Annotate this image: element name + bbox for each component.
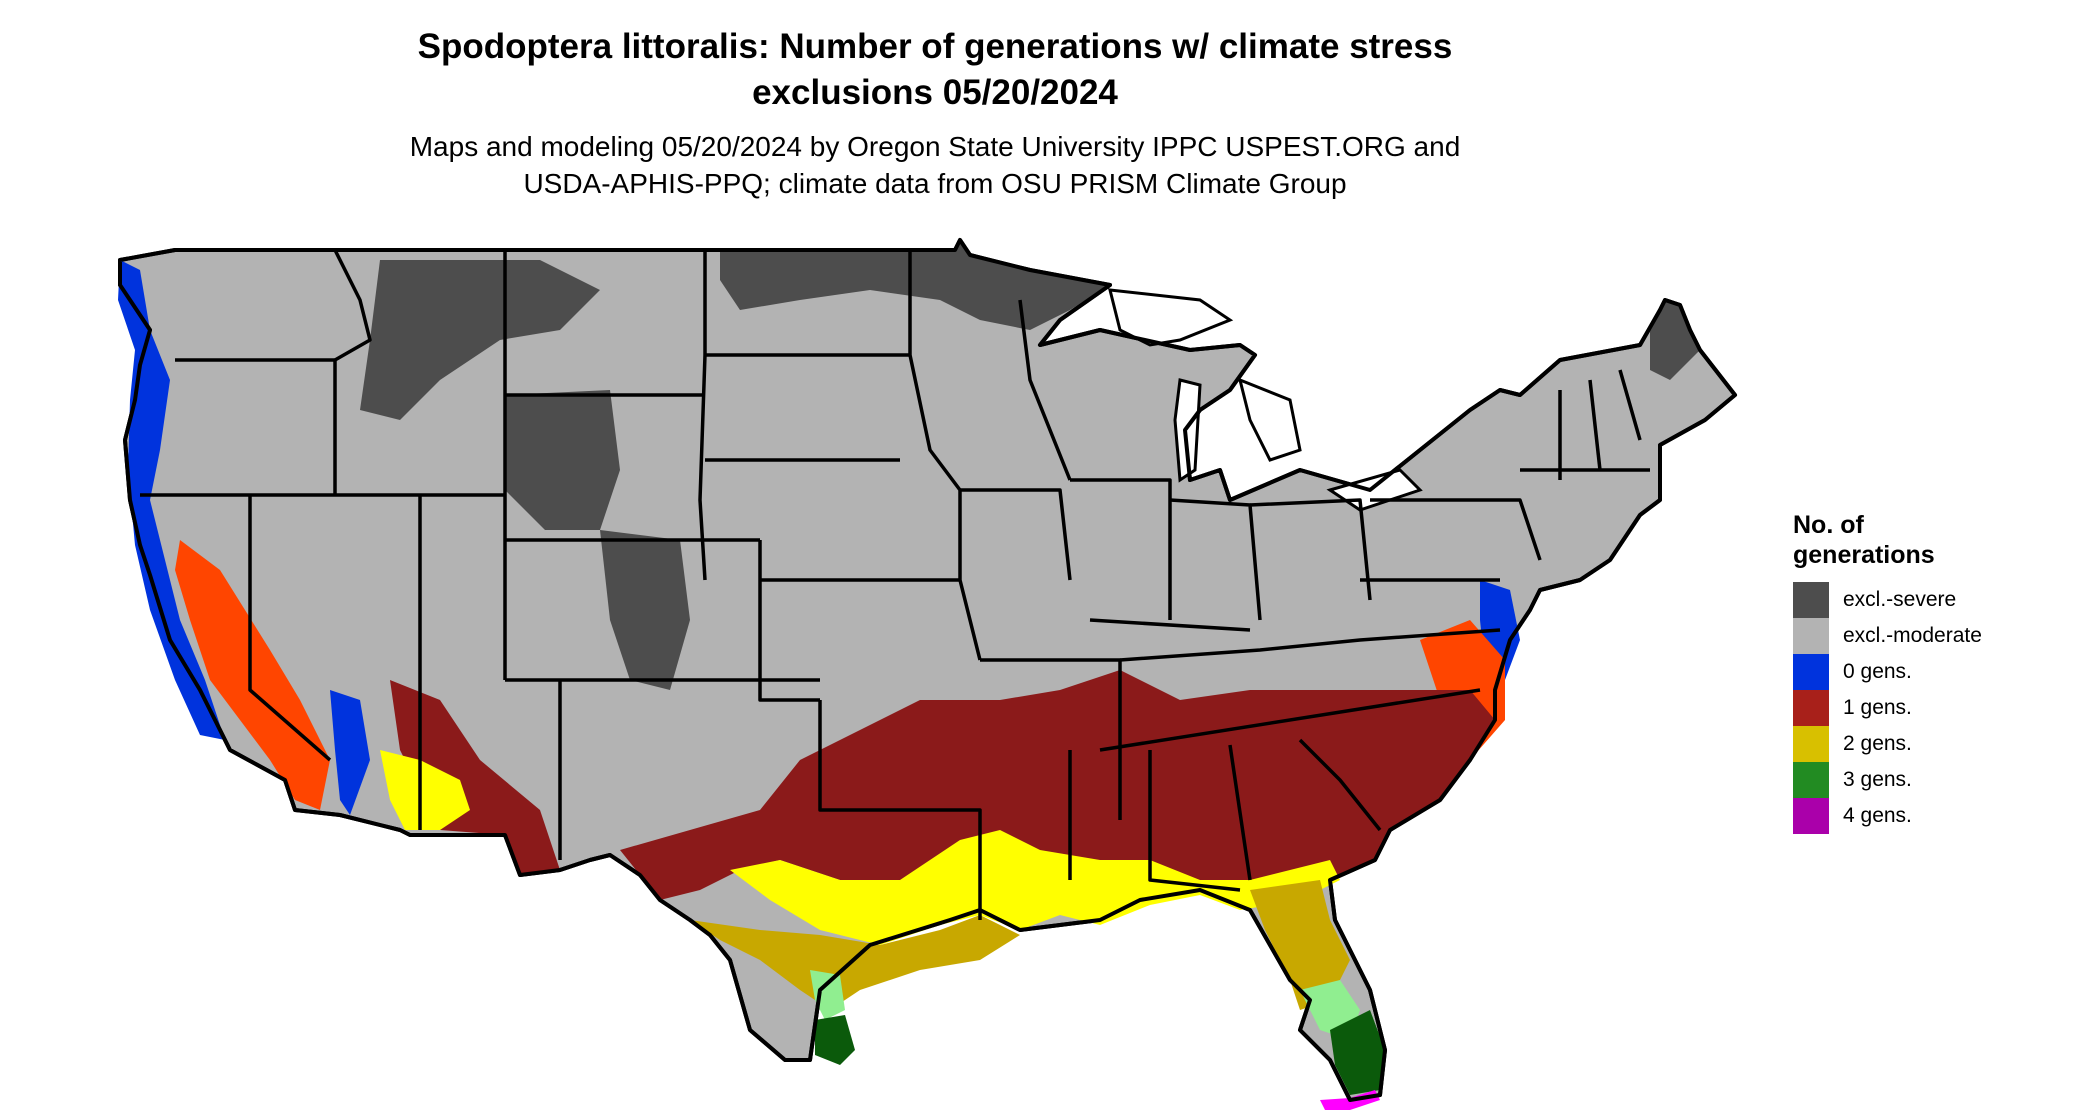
- legend-label: 0 gens.: [1843, 660, 1912, 683]
- severe-zone-north: [720, 240, 1110, 330]
- two-zone-texas-coast: [690, 915, 1020, 1010]
- title-line-1: Spodoptera littoralis: Number of generat…: [417, 27, 1453, 66]
- legend-swatch: [1793, 690, 1829, 726]
- legend-title-line-2: generations: [1793, 541, 1935, 569]
- severe-zone-maine: [1650, 300, 1700, 380]
- legend-swatch: [1793, 798, 1829, 834]
- legend-item-2-gens: 2 gens.: [1793, 726, 1982, 762]
- legend-label: 3 gens.: [1843, 768, 1912, 791]
- legend-title: No. of generations: [1793, 510, 1982, 570]
- state-borders: [140, 249, 1650, 920]
- two-zone-florida: [1250, 880, 1350, 1010]
- one-zone-southern-belt: [620, 670, 1495, 900]
- legend-swatch: [1793, 762, 1829, 798]
- three-zone-florida-tip: [1330, 1010, 1385, 1095]
- legend-swatch: [1793, 726, 1829, 762]
- two-light-zone-gulf: [730, 830, 1340, 945]
- zero-zone-southwest: [330, 690, 370, 815]
- three-zone-texas-tip: [815, 1015, 855, 1065]
- legend-label: 1 gens.: [1843, 696, 1912, 719]
- severe-zone-colorado: [600, 530, 690, 690]
- severe-zone-wyoming: [505, 390, 620, 530]
- title-line-2: exclusions 05/20/2024: [752, 73, 1118, 112]
- legend-swatch: [1793, 654, 1829, 690]
- legend-label: 2 gens.: [1843, 732, 1912, 755]
- legend-swatch: [1793, 618, 1829, 654]
- legend-item-4-gens: 4 gens.: [1793, 798, 1982, 834]
- map-subtitle: Maps and modeling 05/20/2024 by Oregon S…: [0, 128, 1870, 202]
- legend: No. of generations excl.-severe excl.-mo…: [1793, 510, 1982, 834]
- subtitle-line-2: USDA-APHIS-PPQ; climate data from OSU PR…: [523, 168, 1347, 199]
- one-zone-arizona: [390, 680, 560, 875]
- legend-item-excl-severe: excl.-severe: [1793, 582, 1982, 618]
- legend-item-excl-moderate: excl.-moderate: [1793, 618, 1982, 654]
- legend-title-line-1: No. of: [1793, 511, 1864, 539]
- subtitle-line-1: Maps and modeling 05/20/2024 by Oregon S…: [409, 131, 1461, 162]
- zero-zone-pacific: [118, 260, 225, 740]
- legend-item-1-gens: 1 gens.: [1793, 690, 1982, 726]
- national-outline: [118, 238, 1737, 1102]
- legend-label: excl.-severe: [1843, 588, 1957, 611]
- legend-swatch: [1793, 582, 1829, 618]
- severe-zone-montana: [360, 260, 600, 420]
- legend-label: 4 gens.: [1843, 804, 1912, 827]
- legend-label: excl.-moderate: [1843, 624, 1982, 647]
- legend-item-3-gens: 3 gens.: [1793, 762, 1982, 798]
- two-light-zone-arizona: [380, 750, 470, 830]
- legend-item-0-gens: 0 gens.: [1793, 654, 1982, 690]
- one-light-zone-california: [175, 540, 330, 810]
- map-title: Spodoptera littoralis: Number of generat…: [0, 24, 1870, 116]
